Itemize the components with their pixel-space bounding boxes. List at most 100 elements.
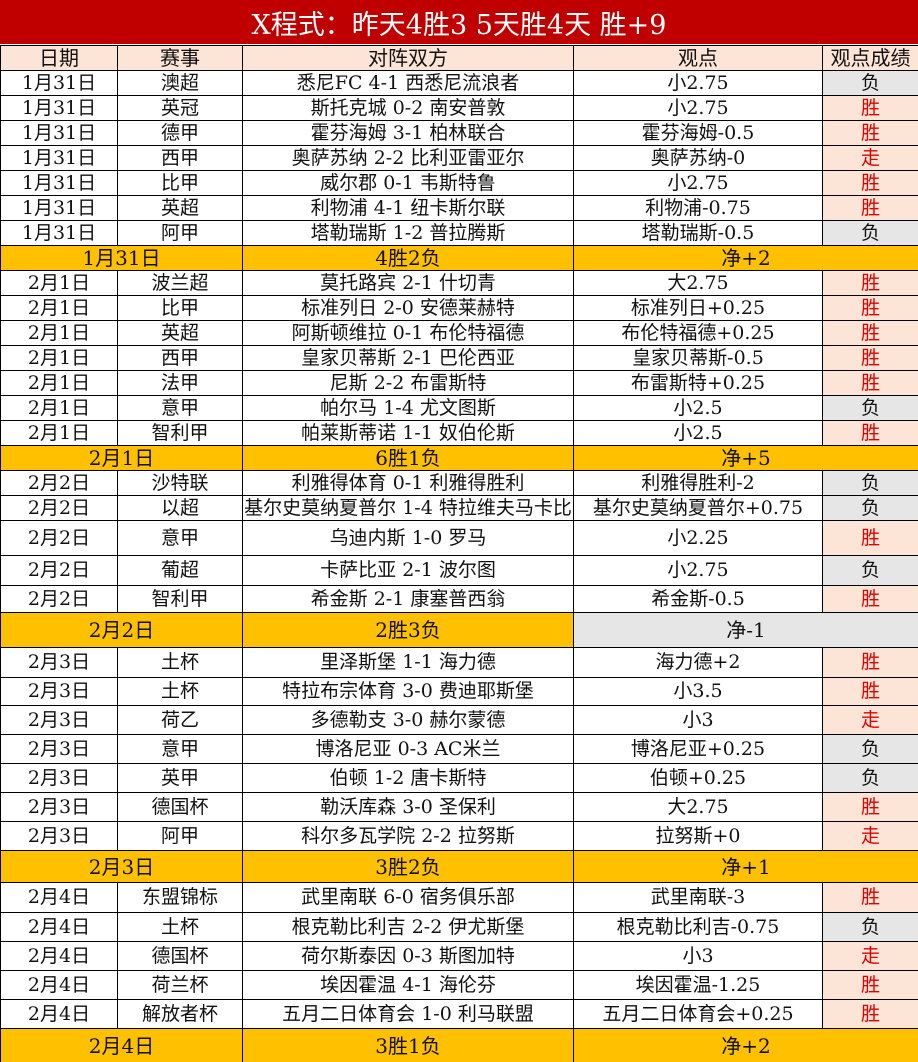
match-cell[interactable]: 塔勒瑞斯 1-2 普拉腾斯 [242,220,574,246]
pick-cell[interactable]: 布雷斯特+0.25 [573,370,823,396]
date-cell[interactable]: 2月2日 [0,555,118,586]
match-cell[interactable]: 威尔郡 0-1 韦斯特鲁 [242,170,574,196]
date-cell[interactable]: 2月1日 [0,320,118,346]
date-cell[interactable]: 2月3日 [0,647,118,678]
date-cell[interactable]: 1月31日 [0,220,118,246]
result-cell[interactable]: 胜 [822,792,918,822]
result-cell[interactable]: 胜 [822,647,918,678]
date-cell[interactable]: 2月3日 [0,677,118,706]
match-cell[interactable]: 希金斯 2-1 康塞普西翁 [242,585,574,613]
pick-cell[interactable]: 标准列日+0.25 [573,295,823,321]
league-cell[interactable]: 西甲 [117,145,243,171]
league-cell[interactable]: 意甲 [117,734,243,764]
result-cell[interactable]: 负 [822,912,918,942]
league-cell[interactable]: 土杯 [117,647,243,678]
date-cell[interactable]: 2月4日 [0,999,118,1029]
date-cell[interactable]: 2月3日 [0,792,118,822]
league-cell[interactable]: 德甲 [117,120,243,146]
pick-cell[interactable]: 奥萨苏纳-0 [573,145,823,171]
match-cell[interactable]: 乌迪内斯 1-0 罗马 [242,520,574,556]
result-cell[interactable]: 负 [822,70,918,96]
match-cell[interactable]: 里泽斯堡 1-1 海力德 [242,647,574,678]
date-cell[interactable]: 1月31日 [0,145,118,171]
league-cell[interactable]: 荷兰杯 [117,970,243,1000]
match-cell[interactable]: 埃因霍温 4-1 海伦芬 [242,970,574,1000]
pick-cell[interactable]: 霍芬海姆-0.5 [573,120,823,146]
pick-cell[interactable]: 小3.5 [573,677,823,706]
result-cell[interactable]: 负 [822,495,918,521]
pick-cell[interactable]: 塔勒瑞斯-0.5 [573,220,823,246]
date-cell[interactable]: 2月4日 [0,941,118,971]
match-cell[interactable]: 皇家贝蒂斯 2-1 巴伦西亚 [242,345,574,371]
date-cell[interactable]: 2月3日 [0,821,118,851]
result-cell[interactable]: 走 [822,821,918,851]
summary-date[interactable]: 2月3日 [0,850,243,883]
date-cell[interactable]: 2月3日 [0,705,118,735]
pick-cell[interactable]: 根克勒比利吉-0.75 [573,912,823,942]
match-cell[interactable]: 莫托路宾 2-1 什切青 [242,270,574,296]
result-cell[interactable]: 负 [822,220,918,246]
date-cell[interactable]: 1月31日 [0,70,118,96]
pick-cell[interactable]: 小3 [573,941,823,971]
date-cell[interactable]: 1月31日 [0,170,118,196]
result-cell[interactable]: 胜 [822,295,918,321]
match-cell[interactable]: 帕莱斯蒂诺 1-1 奴伯伦斯 [242,420,574,446]
pick-cell[interactable]: 小2.75 [573,555,823,586]
result-cell[interactable]: 胜 [822,520,918,556]
pick-cell[interactable]: 小2.5 [573,395,823,421]
league-cell[interactable]: 比甲 [117,295,243,321]
pick-cell[interactable]: 小3 [573,705,823,735]
result-cell[interactable]: 负 [822,555,918,586]
league-cell[interactable]: 英甲 [117,763,243,793]
date-cell[interactable]: 2月2日 [0,495,118,521]
result-cell[interactable]: 胜 [822,270,918,296]
league-cell[interactable]: 法甲 [117,370,243,396]
league-cell[interactable]: 英超 [117,320,243,346]
pick-cell[interactable]: 武里南联-3 [573,882,823,913]
league-cell[interactable]: 荷乙 [117,705,243,735]
date-cell[interactable]: 2月1日 [0,270,118,296]
pick-cell[interactable]: 皇家贝蒂斯-0.5 [573,345,823,371]
league-cell[interactable]: 德国杯 [117,941,243,971]
date-cell[interactable]: 2月1日 [0,420,118,446]
date-cell[interactable]: 2月3日 [0,734,118,764]
match-cell[interactable]: 阿斯顿维拉 0-1 布伦特福德 [242,320,574,346]
result-cell[interactable]: 胜 [822,195,918,221]
pick-cell[interactable]: 五月二日体育会+0.25 [573,999,823,1029]
summary-net[interactable]: 净+1 [573,850,918,883]
summary-record[interactable]: 3胜2负 [242,850,574,883]
summary-date[interactable]: 2月1日 [0,445,243,471]
result-cell[interactable]: 胜 [822,585,918,613]
result-cell[interactable]: 负 [822,734,918,764]
match-cell[interactable]: 基尔史莫纳夏普尔 1-4 特拉维夫马卡比 [242,495,574,521]
result-cell[interactable]: 负 [822,470,918,496]
pick-cell[interactable]: 布伦特福德+0.25 [573,320,823,346]
league-cell[interactable]: 阿甲 [117,220,243,246]
league-cell[interactable]: 葡超 [117,555,243,586]
league-cell[interactable]: 英超 [117,195,243,221]
result-cell[interactable]: 走 [822,145,918,171]
date-cell[interactable]: 2月3日 [0,763,118,793]
date-cell[interactable]: 2月1日 [0,345,118,371]
league-cell[interactable]: 西甲 [117,345,243,371]
match-cell[interactable]: 武里南联 6-0 宿务俱乐部 [242,882,574,913]
league-cell[interactable]: 智利甲 [117,585,243,613]
league-cell[interactable]: 智利甲 [117,420,243,446]
result-cell[interactable]: 胜 [822,370,918,396]
match-cell[interactable]: 霍芬海姆 3-1 柏林联合 [242,120,574,146]
league-cell[interactable]: 东盟锦标 [117,882,243,913]
date-cell[interactable]: 2月4日 [0,970,118,1000]
pick-cell[interactable]: 博洛尼亚+0.25 [573,734,823,764]
league-cell[interactable]: 意甲 [117,395,243,421]
league-cell[interactable]: 德国杯 [117,792,243,822]
date-cell[interactable]: 2月2日 [0,585,118,613]
match-cell[interactable]: 卡萨比亚 2-1 波尔图 [242,555,574,586]
result-cell[interactable]: 走 [822,941,918,971]
result-cell[interactable]: 胜 [822,95,918,121]
summary-record[interactable]: 3胜1负 [242,1028,574,1062]
match-cell[interactable]: 奥萨苏纳 2-2 比利亚雷亚尔 [242,145,574,171]
pick-cell[interactable]: 小2.5 [573,420,823,446]
summary-net[interactable]: 净+5 [573,445,918,471]
league-cell[interactable]: 沙特联 [117,470,243,496]
summary-record[interactable]: 4胜2负 [242,245,574,271]
